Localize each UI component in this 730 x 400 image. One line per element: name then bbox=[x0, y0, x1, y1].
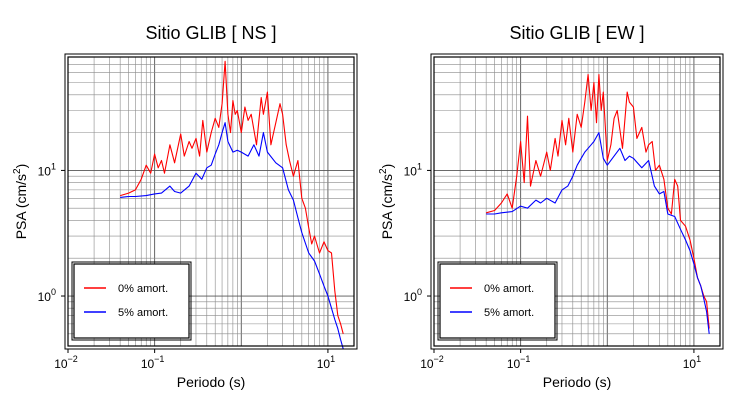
x-axis-label: Periodo (s) bbox=[543, 374, 611, 390]
x-tick-exponent: −1 bbox=[154, 354, 164, 364]
series-line-blue bbox=[486, 132, 710, 334]
y-tick-base: 10 bbox=[38, 164, 52, 178]
legend-box-outer bbox=[437, 261, 558, 341]
x-tick-exponent: −2 bbox=[434, 354, 444, 364]
y-tick-exponent: 0 bbox=[417, 287, 422, 297]
legend-box-outer bbox=[71, 261, 192, 341]
series-line-red bbox=[120, 60, 344, 334]
legend-box-inner bbox=[73, 263, 190, 339]
y-tick-label: 100 bbox=[404, 287, 422, 304]
legend-entry-label: 0% amort. bbox=[484, 283, 534, 295]
x-tick-base: 10 bbox=[54, 357, 68, 371]
y-axis-label-sup: 2 bbox=[12, 168, 23, 174]
x-tick-exponent: −1 bbox=[520, 354, 530, 364]
x-tick-base: 10 bbox=[141, 357, 155, 371]
x-tick-exponent: 1 bbox=[696, 354, 701, 364]
legend-entry-label: 0% amort. bbox=[118, 283, 168, 295]
series-line-blue bbox=[120, 122, 344, 349]
x-tick-label: 101 bbox=[683, 354, 701, 371]
y-axis-label-close: ) bbox=[379, 164, 395, 169]
y-tick-label: 100 bbox=[38, 287, 56, 304]
x-tick-label: 10−2 bbox=[54, 354, 78, 371]
y-tick-label: 101 bbox=[38, 161, 56, 178]
x-axis-label: Periodo (s) bbox=[177, 374, 245, 390]
y-tick-exponent: 0 bbox=[51, 287, 56, 297]
x-tick-exponent: 1 bbox=[330, 354, 335, 364]
legend-entry-label: 5% amort. bbox=[118, 307, 168, 319]
y-tick-base: 10 bbox=[404, 164, 418, 178]
y-tick-label: 101 bbox=[404, 161, 422, 178]
y-tick-base: 10 bbox=[404, 290, 418, 304]
y-axis-label-sup: 2 bbox=[378, 168, 389, 174]
grid bbox=[67, 56, 355, 347]
y-axis-label: PSA (cm/s2) bbox=[378, 164, 395, 240]
legend-entry-label: 5% amort. bbox=[484, 307, 534, 319]
y-axis-label-main: PSA (cm/s bbox=[13, 174, 29, 239]
y-axis-label-close: ) bbox=[13, 164, 29, 169]
x-tick-label: 10−1 bbox=[141, 354, 165, 371]
plot-frame-outer bbox=[430, 53, 724, 350]
legend: 0% amort. 5% amort. bbox=[71, 261, 192, 341]
plot-frame bbox=[67, 56, 355, 347]
chart-title: Sitio GLIB [ EW ] bbox=[509, 23, 644, 43]
y-tick-base: 10 bbox=[38, 290, 52, 304]
y-axis-label: PSA (cm/s2) bbox=[12, 164, 29, 240]
y-tick-exponent: 1 bbox=[51, 161, 56, 171]
x-tick-label: 101 bbox=[317, 354, 335, 371]
x-tick-base: 10 bbox=[317, 357, 331, 371]
plot-frame bbox=[433, 56, 721, 347]
x-tick-exponent: −2 bbox=[68, 354, 78, 364]
x-tick-base: 10 bbox=[420, 357, 434, 371]
x-tick-label: 10−1 bbox=[507, 354, 531, 371]
y-axis-label-main: PSA (cm/s bbox=[379, 174, 395, 239]
x-tick-label: 10−2 bbox=[420, 354, 444, 371]
y-tick-exponent: 1 bbox=[417, 161, 422, 171]
legend-box-inner bbox=[439, 263, 556, 339]
legend: 0% amort. 5% amort. bbox=[437, 261, 558, 341]
chart-title: Sitio GLIB [ NS ] bbox=[145, 23, 276, 43]
x-tick-base: 10 bbox=[507, 357, 521, 371]
x-tick-base: 10 bbox=[683, 357, 697, 371]
plot-frame-outer bbox=[64, 53, 358, 350]
series-line-red bbox=[486, 73, 710, 329]
